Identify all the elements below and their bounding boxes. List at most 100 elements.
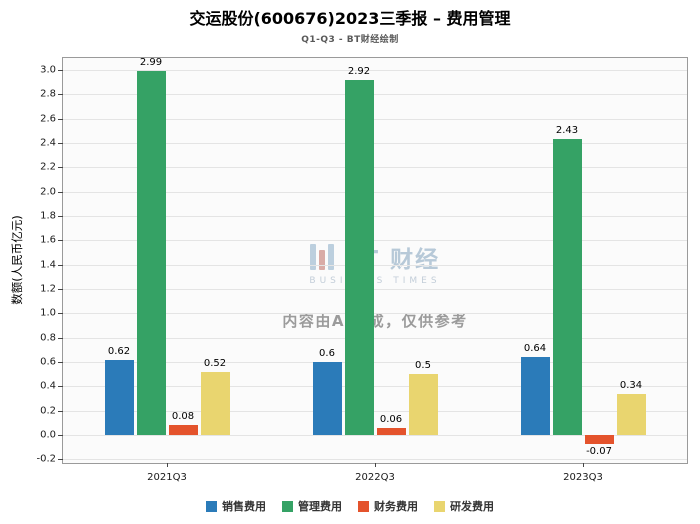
bar-finance-expense — [584, 435, 614, 444]
legend-label: 财务费用 — [374, 500, 418, 513]
chart-area: 数额(人民币亿元) BT 财经 BUSINESS TIMES 内容由AI生成，仅… — [0, 45, 700, 494]
gridline — [63, 459, 687, 461]
logo-bar-icon — [318, 250, 325, 270]
bar-value-finance-expense: -0.07 — [586, 445, 612, 457]
y-tick-label: 0.2 — [40, 405, 56, 417]
y-tick-mark — [58, 410, 63, 412]
gridline — [63, 216, 687, 218]
gridline — [63, 70, 687, 72]
watermark: BT 财经 BUSINESS TIMES 内容由AI生成，仅供参考 — [175, 240, 575, 331]
bar-value-selling-expense: 0.64 — [523, 343, 547, 355]
y-tick-mark — [58, 240, 63, 242]
bar-rd-expense — [200, 371, 230, 436]
x-tick-label: 2022Q3 — [355, 472, 395, 483]
gridline — [63, 289, 687, 291]
bar-selling-expense — [104, 359, 134, 435]
bar-value-rd-expense: 0.5 — [415, 360, 431, 372]
bar-value-rd-expense: 0.52 — [203, 357, 227, 369]
bar-finance-expense — [376, 427, 406, 436]
y-tick-label: 0.6 — [40, 356, 56, 368]
gridline — [63, 435, 687, 437]
bar-value-selling-expense: 0.62 — [107, 345, 131, 357]
legend-item-admin-expense: 管理费用 — [282, 498, 342, 514]
y-tick-label: 1.6 — [40, 234, 56, 246]
y-tick-mark — [58, 143, 63, 145]
bar-value-finance-expense: 0.06 — [379, 413, 403, 425]
gridline — [63, 362, 687, 364]
y-tick-label: 2.4 — [40, 137, 56, 149]
y-tick-mark — [58, 337, 63, 339]
legend-label: 销售费用 — [222, 500, 266, 513]
y-tick-mark — [58, 70, 63, 72]
y-axis-title: 数额(人民币亿元) — [10, 215, 24, 305]
bar-value-selling-expense: 0.6 — [319, 348, 335, 360]
y-tick-mark — [58, 362, 63, 364]
gridline — [63, 313, 687, 315]
chart-subtitle: Q1-Q3 - BT财经绘制 — [301, 35, 399, 45]
y-tick-label: 0.0 — [40, 429, 56, 441]
bar-rd-expense — [616, 393, 646, 436]
legend-item-finance-expense: 财务费用 — [358, 498, 418, 514]
legend-swatch-icon — [358, 500, 369, 512]
x-tick-mark — [167, 463, 168, 467]
bar-value-finance-expense: 0.08 — [171, 411, 195, 423]
legend-label: 研发费用 — [450, 500, 494, 513]
y-tick-mark — [58, 118, 63, 120]
y-tick-mark — [58, 216, 63, 218]
logo-bar-icon — [327, 244, 334, 270]
gridline — [63, 240, 687, 242]
y-tick-mark — [58, 459, 63, 461]
gridline — [63, 94, 687, 96]
y-tick-label: -0.2 — [36, 453, 56, 465]
gridline — [63, 118, 687, 120]
y-tick-mark — [58, 435, 63, 437]
legend-label: 管理费用 — [298, 500, 342, 513]
legend-swatch-icon — [282, 500, 293, 512]
y-tick-label: 1.8 — [40, 210, 56, 222]
y-tick-label: 2.2 — [40, 161, 56, 173]
gridline — [63, 264, 687, 266]
y-tick-mark — [58, 264, 63, 266]
y-tick-label: 2.6 — [40, 113, 56, 125]
bt-logo: BT 财经 — [175, 240, 575, 274]
gridline — [63, 337, 687, 339]
bar-admin-expense — [136, 71, 166, 436]
y-tick-label: 2.8 — [40, 88, 56, 100]
x-tick-mark — [375, 463, 376, 467]
y-tick-label: 0.8 — [40, 332, 56, 344]
bar-selling-expense — [312, 362, 342, 436]
gridline — [63, 191, 687, 193]
bar-value-admin-expense: 2.43 — [555, 125, 579, 137]
y-tick-mark — [58, 167, 63, 169]
y-tick-mark — [58, 289, 63, 291]
watermark-brand-subtitle: BUSINESS TIMES — [309, 276, 441, 286]
y-tick-mark — [58, 191, 63, 193]
logo-bar-icon — [309, 244, 316, 270]
bar-admin-expense — [344, 79, 374, 436]
x-tick-mark — [583, 463, 584, 467]
legend-swatch-icon — [206, 500, 217, 512]
legend-item-rd-expense: 研发费用 — [434, 498, 494, 514]
legend-item-selling-expense: 销售费用 — [206, 498, 266, 514]
y-tick-label: 1.2 — [40, 283, 56, 295]
y-tick-label: 0.4 — [40, 380, 56, 392]
bar-value-rd-expense: 0.34 — [619, 379, 643, 391]
y-tick-label: 1.4 — [40, 259, 56, 271]
gridline — [63, 143, 687, 145]
bar-admin-expense — [552, 139, 582, 436]
bar-finance-expense — [168, 425, 198, 436]
y-tick-label: 3.0 — [40, 64, 56, 76]
gridline — [63, 410, 687, 412]
gridline — [63, 167, 687, 169]
y-tick-mark — [58, 386, 63, 388]
bar-selling-expense — [520, 357, 550, 436]
y-tick-label: 2.0 — [40, 186, 56, 198]
chart-title: 交运股份(600676)2023三季报 – 费用管理 — [189, 9, 511, 28]
legend: 销售费用 管理费用 财务费用 研发费用 — [0, 498, 700, 514]
y-tick-mark — [58, 313, 63, 315]
bar-rd-expense — [408, 374, 438, 435]
bt-logo-icon — [309, 244, 334, 270]
x-tick-label: 2023Q3 — [563, 472, 603, 483]
x-tick-label: 2021Q3 — [147, 472, 187, 483]
